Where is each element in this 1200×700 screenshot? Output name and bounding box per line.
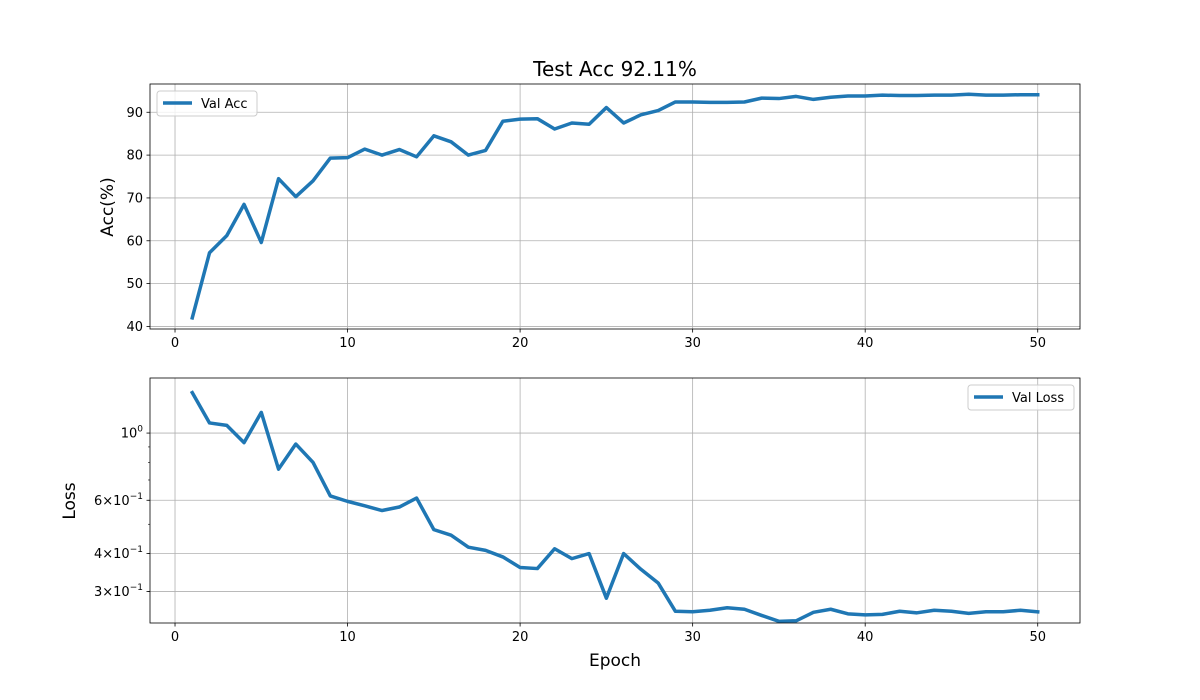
- x-tick-label: 20: [512, 336, 529, 351]
- accuracy-ticks: 0 10 20 30 40 50 40 50 60 70 80 90: [126, 106, 1046, 351]
- loss-legend: Val Loss: [967, 384, 1075, 411]
- x-tick-label: 40: [857, 630, 874, 645]
- accuracy-series: [190, 92, 1040, 321]
- y-tick-label: 4×10−1: [94, 545, 143, 562]
- y-tick-label-exponent: 0: [137, 425, 143, 435]
- y-tick-label-exponent: −1: [130, 583, 143, 593]
- accuracy-legend-box: [156, 90, 258, 117]
- x-tick-label: 0: [171, 336, 179, 351]
- y-tick-label-exponent: −1: [130, 545, 143, 555]
- y-tick-label: 6×10−1: [94, 492, 143, 509]
- loss-legend-box: [967, 384, 1075, 411]
- x-tick-label: 30: [684, 630, 701, 645]
- accuracy-grid: [150, 84, 1080, 329]
- loss-plot: Epoch Loss 0 10 20 30 40 501006×10−14×10−13×1…: [60, 377, 1081, 671]
- x-tick-label: 20: [512, 630, 529, 645]
- y-tick-label: 80: [126, 149, 143, 164]
- y-tick-label: 90: [126, 106, 143, 121]
- accuracy-plot: Test Acc 92.11% Acc(%) 0 10 20 30 40 50 40 50 60…: [98, 57, 1081, 351]
- accuracy-plot-frame: [149, 83, 1081, 330]
- y-tick-label-base: 3×10: [94, 585, 130, 600]
- y-tick-label: 100: [121, 425, 144, 442]
- loss-series: [189, 390, 1040, 624]
- loss-grid: [150, 378, 1080, 623]
- y-tick-label: 60: [126, 234, 143, 249]
- y-tick-label: 40: [126, 320, 143, 335]
- x-tick-label: 40: [857, 336, 874, 351]
- x-tick-label: 10: [339, 630, 356, 645]
- y-tick-label: 70: [126, 191, 143, 206]
- x-tick-label: 50: [1029, 630, 1046, 645]
- series-line-val-acc: [190, 92, 1040, 321]
- x-tick-label: 10: [339, 336, 356, 351]
- accuracy-y-axis-label: Acc(%): [98, 177, 118, 236]
- x-tick-label: 0: [171, 630, 179, 645]
- series-line-val-loss: [189, 390, 1040, 624]
- y-tick-label-base: 4×10: [94, 547, 130, 562]
- y-tick-label: 3×10−1: [94, 583, 143, 600]
- y-tick-label-base: 10: [121, 427, 138, 442]
- loss-plot-frame: [149, 377, 1081, 624]
- x-tick-label: 50: [1029, 336, 1046, 351]
- loss-legend-label: Val Loss: [1012, 391, 1064, 406]
- accuracy-legend: Val Acc: [156, 90, 258, 117]
- y-tick-label-base: 6×10: [94, 494, 130, 509]
- accuracy-legend-label: Val Acc: [201, 97, 248, 112]
- y-tick-label: 50: [126, 277, 143, 292]
- loss-y-axis-label: Loss: [60, 482, 80, 519]
- x-tick-label: 30: [684, 336, 701, 351]
- accuracy-plot-title: Test Acc 92.11%: [532, 57, 697, 81]
- y-tick-label-exponent: −1: [130, 492, 143, 502]
- loss-x-axis-label: Epoch: [589, 651, 641, 671]
